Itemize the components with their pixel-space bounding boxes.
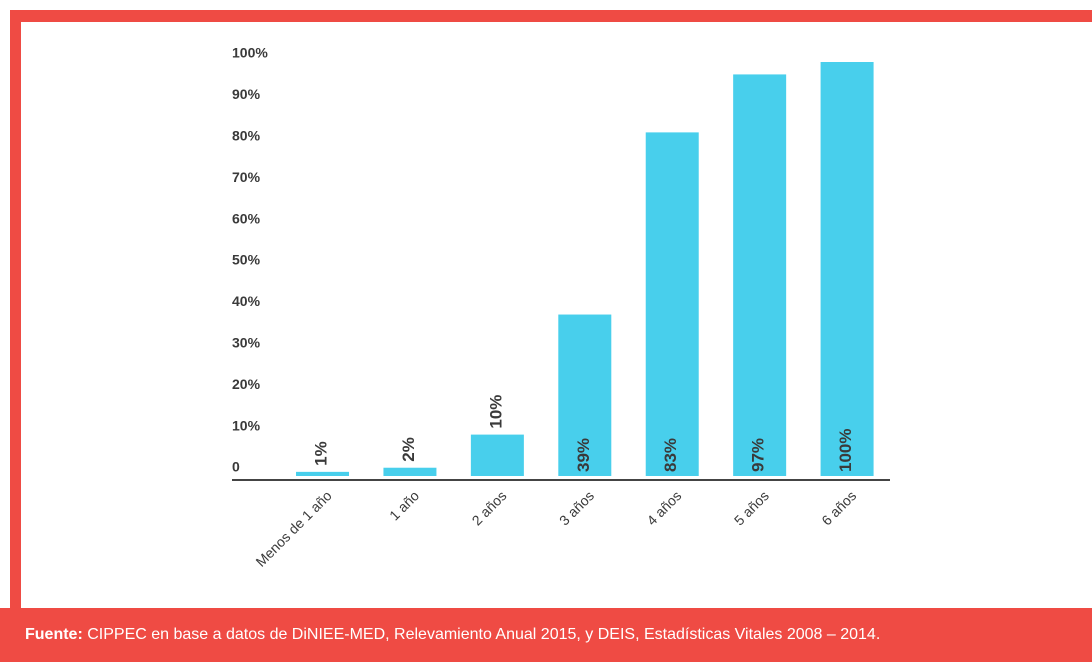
bar <box>733 74 787 477</box>
data-label: 2% <box>399 437 418 462</box>
footer-text: CIPPEC en base a datos de DiNIEE-MED, Re… <box>87 626 881 643</box>
y-tick-label: 10% <box>232 417 261 433</box>
bar <box>558 314 612 476</box>
bar <box>383 467 437 476</box>
y-tick-label: 70% <box>232 169 261 185</box>
y-tick-label: 20% <box>232 376 261 392</box>
chart: 0 10% 20% 30% 40% 50% 60% 70% 80% 90% 100% Menos de… <box>232 45 890 570</box>
frame-top <box>10 10 1092 22</box>
bar <box>645 132 699 476</box>
y-tick-label: 90% <box>232 86 261 102</box>
x-tick-label: 6 años <box>818 487 859 528</box>
y-tick-label: 30% <box>232 335 261 351</box>
x-tick-label: 1 año <box>386 487 422 523</box>
data-label: 83% <box>661 438 680 472</box>
footer: Fuente: CIPPEC en base a datos de DiNIEE… <box>0 608 1092 662</box>
frame-left <box>10 10 21 610</box>
footer-label: Fuente: <box>25 626 83 643</box>
x-tick-label: 4 años <box>643 487 684 528</box>
y-tick-label: 60% <box>232 210 261 226</box>
y-tick-label: 50% <box>232 252 261 268</box>
x-tick-label: 5 años <box>731 487 772 528</box>
bar <box>470 434 524 476</box>
data-label: 100% <box>836 429 855 472</box>
x-tick-label: 2 años <box>469 487 510 528</box>
x-tick-label: 3 años <box>556 487 597 528</box>
y-tick-label: 0 <box>232 459 240 475</box>
data-label: 97% <box>749 438 768 472</box>
data-label: 10% <box>486 395 505 429</box>
x-tick-label: Menos de 1 año <box>252 487 334 569</box>
bar <box>820 62 874 476</box>
data-label: 1% <box>311 441 330 466</box>
data-label: 39% <box>574 438 593 472</box>
y-tick-label: 40% <box>232 293 261 309</box>
y-tick-label: 80% <box>232 128 261 144</box>
y-tick-label: 100% <box>232 45 268 61</box>
bar <box>296 471 350 476</box>
